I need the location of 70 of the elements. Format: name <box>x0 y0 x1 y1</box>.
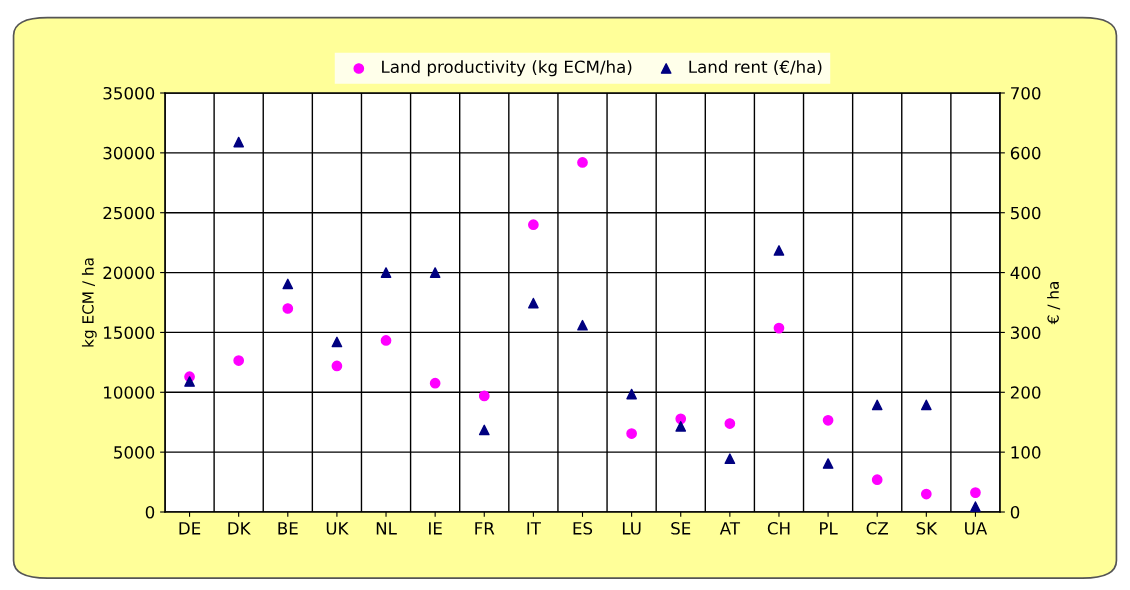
legend-label: Land rent (€/ha) <box>689 60 822 76</box>
point <box>822 458 834 469</box>
y2-tick-label: 200 <box>1010 386 1041 399</box>
point <box>478 424 490 436</box>
point <box>528 297 539 309</box>
y2-axis-title: € / ha <box>1047 282 1061 325</box>
point <box>528 219 539 231</box>
point <box>282 303 294 314</box>
point <box>626 388 637 400</box>
point <box>429 377 441 389</box>
y-tick-label: 5000 <box>114 446 155 459</box>
x-tick-label: IE <box>429 522 442 535</box>
y2-tick-label: 500 <box>1011 206 1041 220</box>
y-tick-label: 20000 <box>103 266 155 280</box>
x-tick-label: LU <box>622 522 641 535</box>
y2-tick-label: 100 <box>1011 446 1041 459</box>
x-tick-label: DK <box>228 522 251 535</box>
y2-tick-label: 400 <box>1010 266 1041 280</box>
point <box>380 267 392 278</box>
point <box>724 453 736 465</box>
point <box>626 428 637 439</box>
y-tick-label: 35000 <box>103 86 155 100</box>
y2-tick-label: 600 <box>1010 146 1041 160</box>
x-tick-label: AT <box>719 522 741 535</box>
y2-tick-label: 0 <box>1010 505 1020 519</box>
x-tick-label: IT <box>527 522 541 535</box>
point <box>429 267 441 278</box>
x-tick-label: UA <box>965 522 988 535</box>
point <box>380 335 392 346</box>
point <box>822 414 834 426</box>
point <box>675 413 687 425</box>
x-tick-label: CZ <box>866 522 888 535</box>
legend-label: Land productivity (kg ECM/ha) <box>382 60 632 77</box>
x-tick-label: DE <box>179 522 201 535</box>
point <box>233 355 245 366</box>
point <box>577 157 588 168</box>
y-tick-label: 0 <box>145 505 155 519</box>
point <box>233 136 245 148</box>
point <box>970 501 981 512</box>
x-tick-label: SE <box>671 522 691 535</box>
y-axis-title: kg ECM / ha <box>81 258 97 347</box>
x-tick-label: UK <box>326 522 349 535</box>
y-tick-label: 15000 <box>104 326 155 339</box>
y2-tick-label: 300 <box>1010 326 1041 339</box>
point <box>970 487 981 498</box>
point <box>282 278 294 290</box>
x-tick-label: CH <box>767 522 790 535</box>
x-tick-label: ES <box>573 522 593 535</box>
point <box>871 399 883 411</box>
point <box>920 488 932 500</box>
point <box>331 360 343 372</box>
point <box>331 336 343 348</box>
point <box>675 421 687 432</box>
point <box>773 245 785 256</box>
x-tick-label: PL <box>820 522 838 535</box>
y-tick-label: 25000 <box>103 206 155 220</box>
point <box>773 322 785 334</box>
point <box>724 418 736 429</box>
x-tick-label: NL <box>376 522 397 535</box>
point <box>871 474 883 486</box>
x-tick-label: BE <box>278 522 298 535</box>
y-tick-label: 30000 <box>103 146 155 160</box>
point <box>184 376 195 387</box>
point <box>577 319 588 331</box>
x-tick-label: FR <box>475 522 495 535</box>
point <box>478 390 490 402</box>
x-tick-label: SK <box>916 522 938 535</box>
y2-tick-label: 700 <box>1011 86 1041 100</box>
point <box>920 399 932 411</box>
y-tick-label: 10000 <box>104 386 155 399</box>
